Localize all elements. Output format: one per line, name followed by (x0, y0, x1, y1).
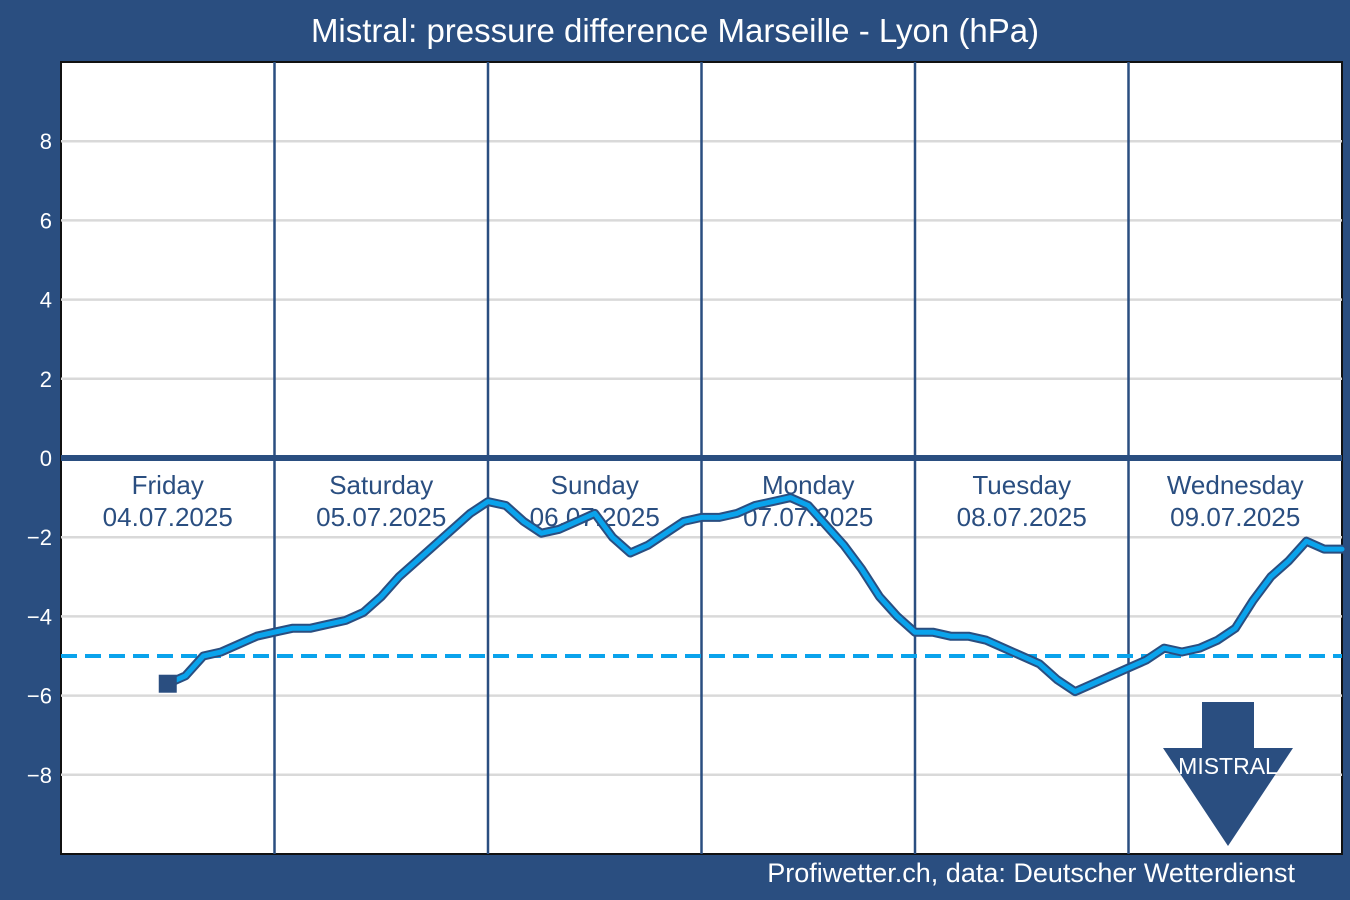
y-tick-label: 2 (40, 367, 52, 392)
y-tick-labels: 8 6 4 2 0 −2 −4 −6 −8 (27, 129, 52, 788)
series-group (158, 493, 1347, 697)
arrow-down-icon (1163, 702, 1293, 846)
day-weekday-label: Sunday (551, 470, 639, 500)
day-date-label: 08.07.2025 (957, 502, 1087, 532)
y-tick-label: 6 (40, 208, 52, 233)
y-tick-label: −6 (27, 684, 52, 709)
day-weekday-label: Friday (132, 470, 204, 500)
day-weekday-label: Monday (762, 470, 855, 500)
y-tick-label: 8 (40, 129, 52, 154)
chart-title: Mistral: pressure difference Marseille -… (310, 12, 1040, 49)
day-weekday-label: Wednesday (1167, 470, 1304, 500)
start-point-marker (158, 674, 177, 693)
day-weekday-label: Tuesday (972, 470, 1071, 500)
y-tick-label: −8 (27, 763, 52, 788)
day-weekday-label: Saturday (329, 470, 433, 500)
y-tick-label: 0 (40, 446, 52, 471)
day-date-label: 09.07.2025 (1170, 502, 1300, 532)
y-tick-label: −2 (27, 525, 52, 550)
source-credit: Profiwetter.ch, data: Deutscher Wetterdi… (767, 858, 1295, 888)
series-line (165, 495, 1345, 695)
day-date-label: 05.07.2025 (316, 502, 446, 532)
mistral-label: MISTRAL (1178, 753, 1278, 779)
y-tick-label: 4 (40, 288, 52, 313)
y-tick-label: −4 (27, 604, 52, 629)
mistral-marker: MISTRAL (1163, 702, 1293, 846)
day-date-label: 04.07.2025 (103, 502, 233, 532)
